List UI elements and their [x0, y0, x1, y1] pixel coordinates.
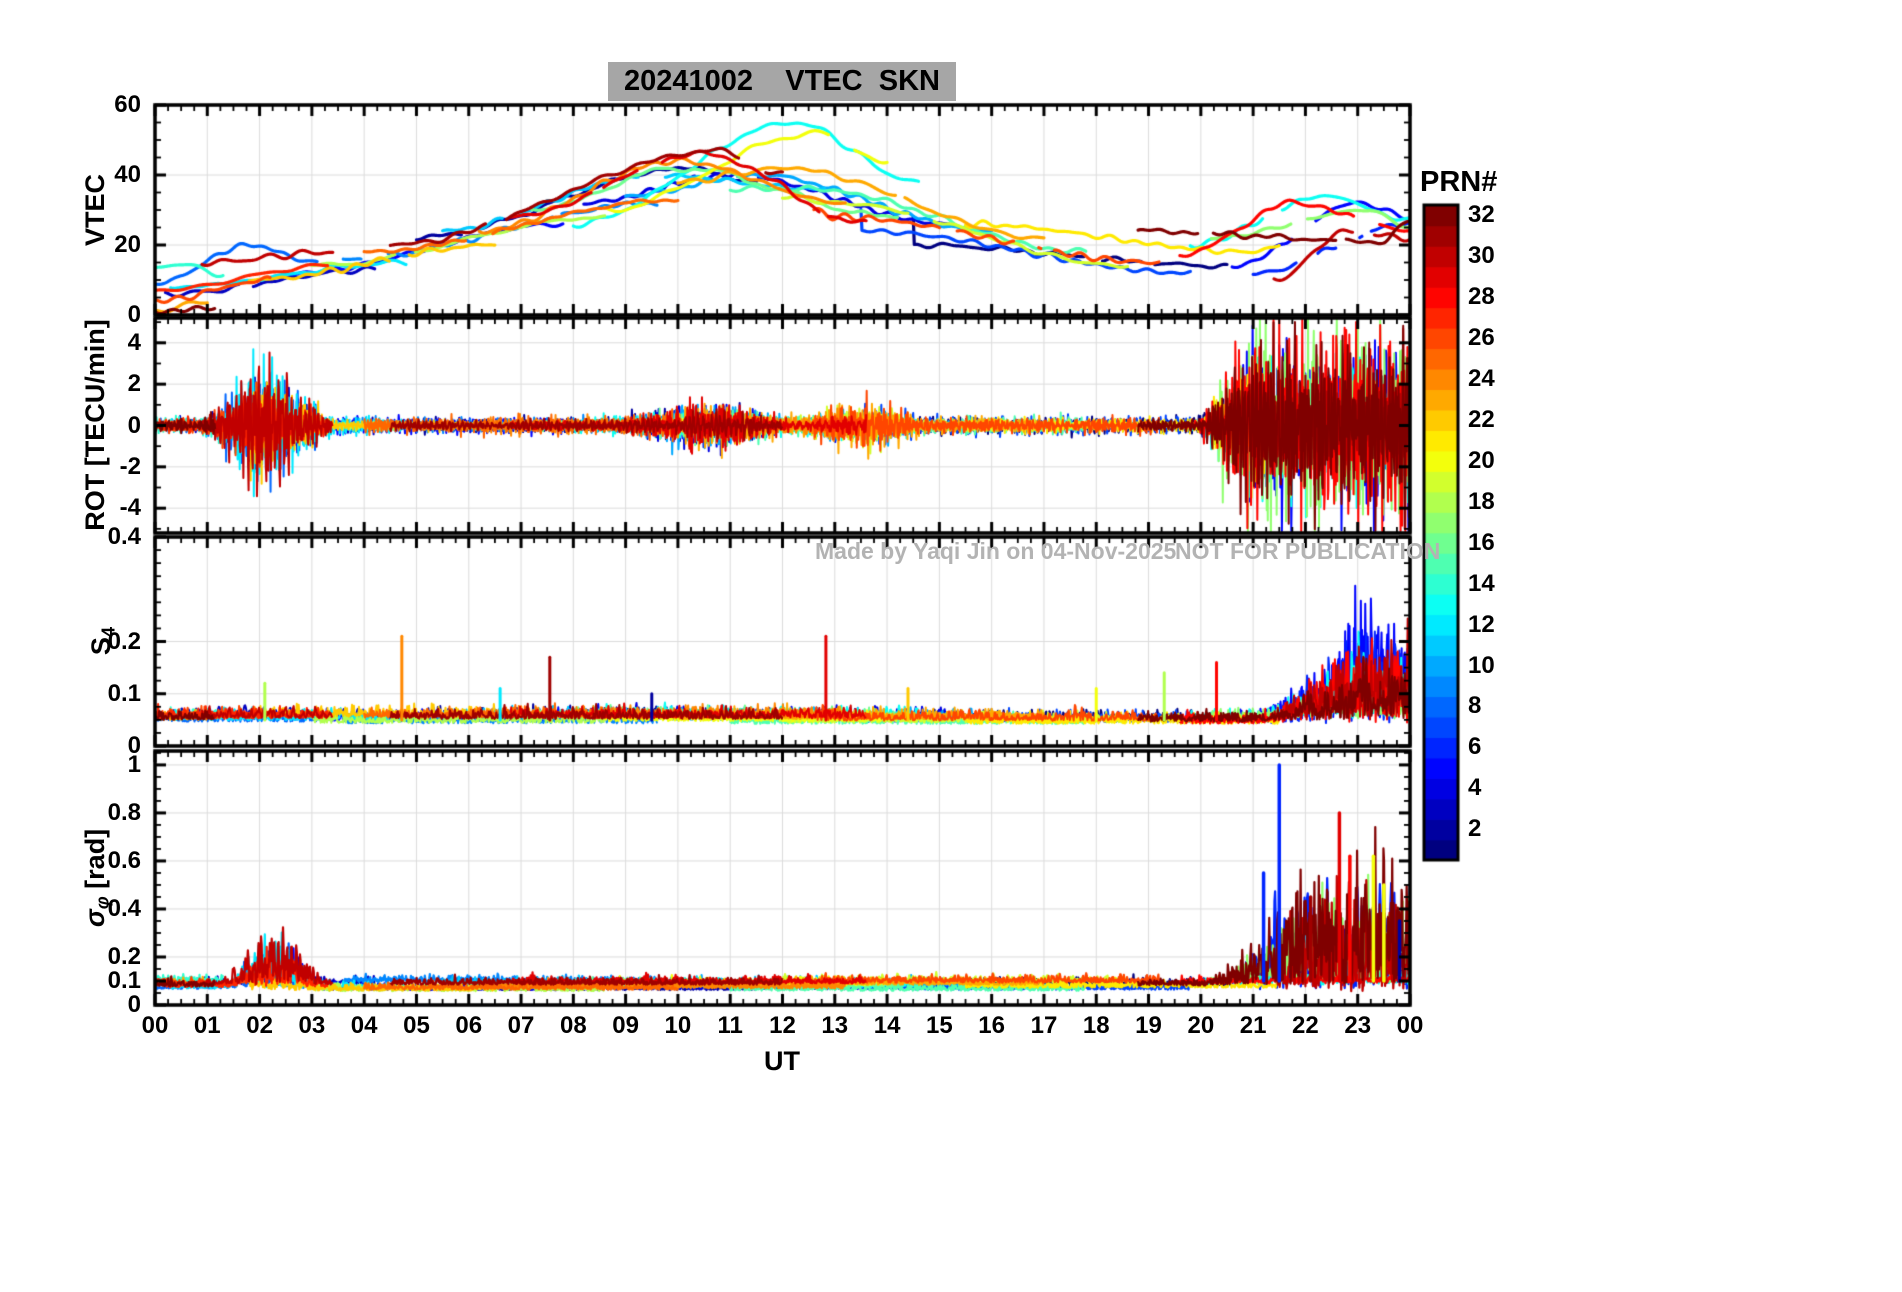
y-tick-label: 0	[127, 411, 141, 439]
y-tick-label: 20	[114, 231, 141, 258]
x-tick-label: 17	[1030, 1012, 1058, 1039]
colorbar-tick-label: 20	[1468, 446, 1495, 474]
y-tick-label: 0.4	[107, 894, 141, 922]
y-tick-label: 2	[127, 370, 141, 398]
colorbar-tick-label: 12	[1468, 610, 1495, 638]
x-tick-label: 12	[769, 1012, 796, 1039]
colorbar-tick-label: 22	[1468, 405, 1495, 433]
colorbar-tick-label: 8	[1468, 692, 1482, 720]
x-tick-label: 11	[717, 1012, 743, 1039]
x-tick-label: 07	[507, 1012, 535, 1039]
colorbar-tick-label: 32	[1468, 201, 1495, 229]
x-tick-label: 00	[1396, 1012, 1424, 1039]
y-tick-label: -2	[119, 452, 141, 480]
colorbar-tick-label: 28	[1468, 283, 1495, 311]
x-tick-label: 04	[350, 1012, 378, 1039]
colorbar-title: PRN#	[1420, 166, 1498, 198]
x-tick-label: 16	[978, 1012, 1005, 1039]
colorbar-tick-label: 6	[1468, 733, 1482, 761]
x-tick-label: 22	[1292, 1012, 1319, 1039]
y-tick-label: 1	[127, 750, 141, 778]
x-tick-label: 14	[873, 1012, 901, 1039]
x-tick-label: 13	[821, 1012, 849, 1039]
x-tick-label: 08	[559, 1012, 587, 1039]
y-tick-label: 40	[114, 161, 141, 188]
y-tick-label: 0.1	[107, 966, 141, 994]
x-tick-label: 19	[1135, 1012, 1162, 1039]
colorbar-tick-label: 24	[1468, 364, 1495, 392]
y-tick-label: -4	[119, 494, 141, 522]
x-tick-label: 21	[1239, 1012, 1267, 1039]
y-tick-label: 4	[127, 328, 141, 356]
watermark-credit: Made by Yaqi Jin on 04-Nov-2025	[815, 538, 1177, 564]
y-tick-label: 0.6	[107, 846, 141, 874]
colorbar-tick-label: 10	[1468, 651, 1495, 679]
x-tick-label: 05	[403, 1012, 430, 1039]
colorbar-tick-label: 14	[1468, 569, 1495, 597]
colorbar-tick-label: 30	[1468, 242, 1495, 270]
y-tick-label: 0.2	[107, 627, 141, 655]
x-tick-label: 09	[612, 1012, 639, 1039]
watermark-notice: NOT FOR PUBLICATION	[1175, 538, 1441, 564]
colorbar-tick-label: 2	[1468, 815, 1482, 843]
colorbar-tick-label: 16	[1468, 528, 1495, 556]
x-tick-label: 20	[1187, 1012, 1215, 1039]
x-tick-label: 03	[298, 1012, 326, 1039]
x-tick-label: 10	[664, 1012, 692, 1039]
x-tick-label: 02	[246, 1012, 273, 1039]
y-tick-label: 0.8	[107, 798, 141, 826]
x-axis-label: UT	[764, 1046, 800, 1076]
y-tick-label: 0.4	[107, 523, 141, 550]
y-tick-label: 0	[127, 732, 141, 759]
x-tick-label: 00	[141, 1012, 169, 1039]
x-tick-label: 18	[1082, 1012, 1110, 1039]
x-tick-label: 23	[1344, 1012, 1372, 1039]
y-tick-label: 0.2	[107, 942, 141, 970]
x-tick-label: 06	[455, 1012, 483, 1039]
y-tick-label: 0.1	[107, 679, 141, 707]
colorbar-tick-label: 18	[1468, 487, 1495, 515]
colorbar-tick-label: 26	[1468, 324, 1495, 352]
chart-title: 20241002 VTEC SKN	[608, 62, 956, 101]
y-tick-label: 0	[127, 301, 141, 328]
x-tick-label: 01	[193, 1012, 221, 1039]
colorbar-tick-label: 4	[1468, 774, 1482, 802]
x-tick-label: 15	[926, 1012, 953, 1039]
y-tick-label: 60	[114, 91, 141, 118]
y-tick-label: 0	[127, 991, 141, 1018]
